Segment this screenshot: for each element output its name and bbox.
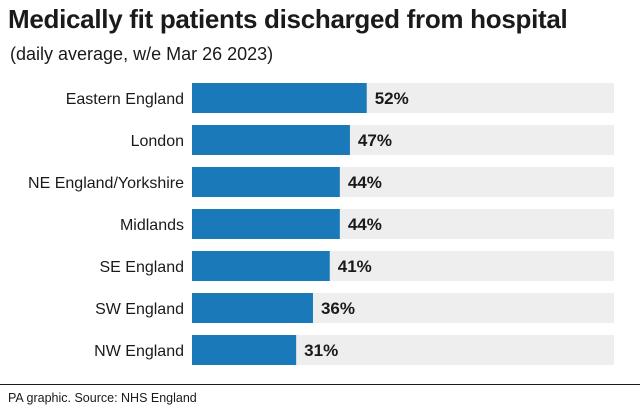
- category-label-eastern-england: Eastern England: [66, 91, 184, 108]
- category-label-ne-england-yorkshire: NE England/Yorkshire: [28, 175, 184, 192]
- value-label-midlands: 44%: [348, 215, 382, 234]
- category-label-se-england: SE England: [99, 259, 184, 276]
- bar-sw-england: [192, 293, 313, 323]
- value-label-eastern-england: 52%: [375, 89, 409, 108]
- category-label-midlands: Midlands: [120, 217, 184, 234]
- category-label-nw-england: NW England: [94, 343, 184, 360]
- value-label-sw-england: 36%: [321, 299, 355, 318]
- value-label-nw-england: 31%: [304, 341, 338, 360]
- bar-ne-england-yorkshire: [192, 167, 340, 197]
- bar-london: [192, 125, 350, 155]
- bar-se-england: [192, 251, 330, 281]
- bar-midlands: [192, 209, 340, 239]
- bar-eastern-england: [192, 83, 367, 113]
- value-label-ne-england-yorkshire: 44%: [348, 173, 382, 192]
- value-label-london: 47%: [358, 131, 392, 150]
- value-label-se-england: 41%: [338, 257, 372, 276]
- category-label-sw-england: SW England: [95, 301, 184, 318]
- source-note: PA graphic. Source: NHS England: [8, 391, 197, 405]
- category-label-london: London: [131, 133, 184, 150]
- chart-title: Medically fit patients discharged from h…: [8, 4, 568, 34]
- chart-subtitle: (daily average, w/e Mar 26 2023): [10, 44, 274, 64]
- bar-nw-england: [192, 335, 297, 365]
- bar-chart: Eastern England 52% London 47% NE England/Yo…: [0, 83, 640, 385]
